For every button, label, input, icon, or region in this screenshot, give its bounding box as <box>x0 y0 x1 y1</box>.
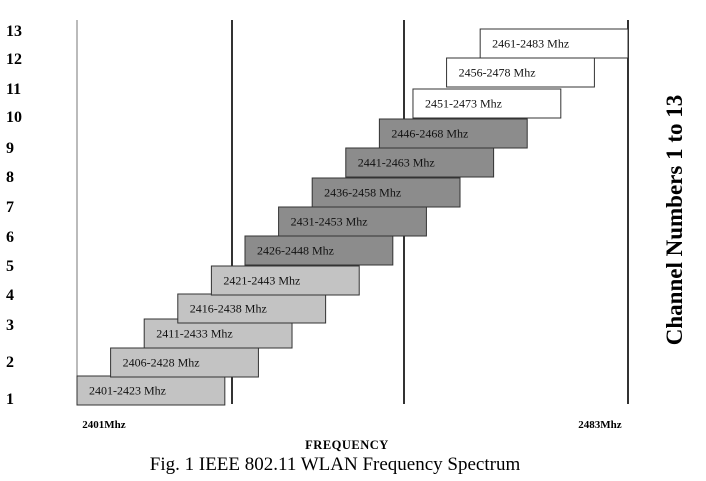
y-axis-label: Channel Numbers 1 to 13 <box>662 95 687 345</box>
channel-bars: 2401-2423 Mhz 2406-2428 Mhz 2411-2433 Mhz 2… <box>76 28 629 406</box>
channel-bar-rect <box>378 118 528 149</box>
x-min-label: 2401Mhz <box>82 419 126 431</box>
channel-bar-3: 2411-2433 Mhz <box>143 318 293 349</box>
channel-bar-1: 2401-2423 Mhz <box>76 375 226 406</box>
channel-bar-rect <box>110 347 259 378</box>
channel-bar-label: 2441-2463 Mhz <box>358 156 435 170</box>
channel-bar-rect <box>446 57 595 88</box>
channel-number-2: 2 <box>6 354 14 371</box>
x-max-label: 2483Mhz <box>578 419 622 431</box>
channel-bar-label: 2411-2433 Mhz <box>156 327 233 341</box>
channel-number-7: 7 <box>6 199 14 216</box>
channel-number-5: 5 <box>6 258 14 275</box>
channel-bar-8: 2436-2458 Mhz <box>311 177 461 208</box>
channel-bar-label: 2461-2483 Mhz <box>492 37 569 51</box>
channel-bar-7: 2431-2453 Mhz <box>278 206 427 237</box>
channel-bar-label: 2406-2428 Mhz <box>123 356 200 370</box>
channel-bar-label: 2421-2443 Mhz <box>223 274 300 288</box>
channel-number-3: 3 <box>6 317 14 334</box>
channel-number-10: 10 <box>6 109 22 126</box>
channel-bar-12: 2456-2478 Mhz <box>446 57 595 88</box>
channel-number-13: 13 <box>6 23 22 40</box>
channel-number-8: 8 <box>6 169 14 186</box>
channel-bar-label: 2456-2478 Mhz <box>459 66 536 80</box>
x-axis-label: FREQUENCY <box>305 438 389 452</box>
channel-bar-label: 2416-2438 Mhz <box>190 302 267 316</box>
channel-number-9: 9 <box>6 140 14 157</box>
channel-bar-rect <box>311 177 461 208</box>
channel-bar-label: 2431-2453 Mhz <box>291 215 368 229</box>
channel-number-4: 4 <box>6 287 14 304</box>
channel-bar-2: 2406-2428 Mhz <box>110 347 259 378</box>
channel-bar-10: 2446-2468 Mhz <box>378 118 528 149</box>
channel-bar-rect <box>345 147 495 178</box>
channel-bar-rect <box>177 293 327 324</box>
channel-bar-label: 2451-2473 Mhz <box>425 97 502 111</box>
channel-bar-13: 2461-2483 Mhz <box>479 28 629 59</box>
channel-bar-rect <box>479 28 629 59</box>
channel-bar-rect <box>278 206 427 237</box>
channel-number-6: 6 <box>6 229 14 246</box>
channel-bar-label: 2446-2468 Mhz <box>391 127 468 141</box>
channel-bar-11: 2451-2473 Mhz <box>412 88 562 119</box>
channel-bar-rect <box>244 235 394 266</box>
channel-bar-rect <box>210 265 360 296</box>
channel-bar-5: 2421-2443 Mhz <box>210 265 360 296</box>
channel-number-11: 11 <box>6 81 21 98</box>
channel-bar-label: 2401-2423 Mhz <box>89 384 166 398</box>
channel-bar-9: 2441-2463 Mhz <box>345 147 495 178</box>
channel-bar-4: 2416-2438 Mhz <box>177 293 327 324</box>
channel-bar-6: 2426-2448 Mhz <box>244 235 394 266</box>
channel-bar-label: 2426-2448 Mhz <box>257 244 334 258</box>
figure-caption: Fig. 1 IEEE 802.11 WLAN Frequency Spectr… <box>149 454 521 475</box>
channel-number-12: 12 <box>6 51 22 68</box>
channel-bar-rect <box>76 375 226 406</box>
channel-bar-rect <box>412 88 562 119</box>
channel-bar-label: 2436-2458 Mhz <box>324 186 401 200</box>
channel-number-1: 1 <box>6 391 14 408</box>
